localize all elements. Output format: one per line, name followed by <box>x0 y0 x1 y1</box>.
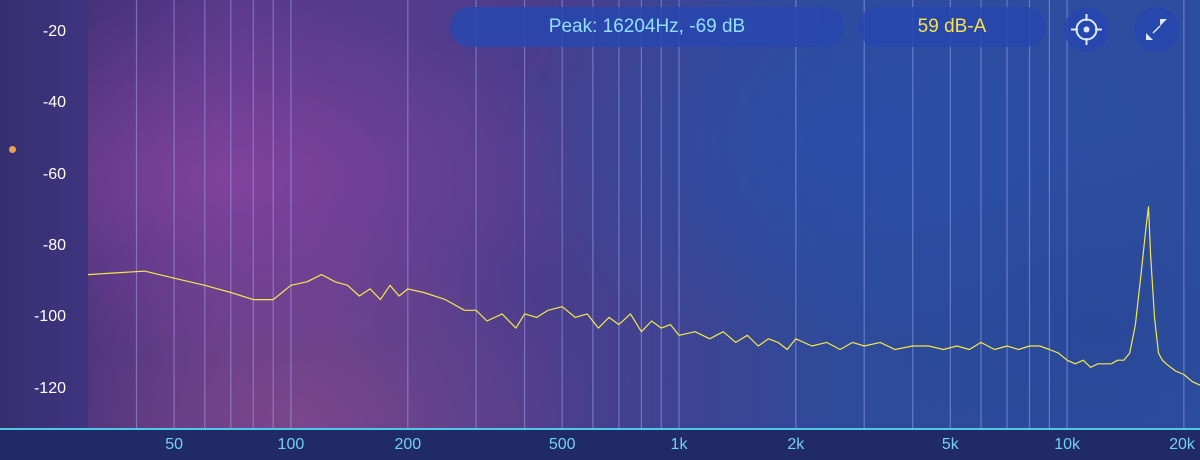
target-button[interactable] <box>1064 7 1109 52</box>
y-axis-gutter <box>0 0 88 428</box>
x-tick-label: 500 <box>548 436 576 453</box>
crosshair-icon <box>1071 14 1102 45</box>
x-tick-label: 50 <box>165 436 183 453</box>
x-tick-label: 5k <box>941 436 959 453</box>
level-marker-dot[interactable] <box>9 146 16 153</box>
peak-readout[interactable]: Peak: 16204Hz, -69 dB <box>450 7 844 47</box>
x-axis-bar <box>0 428 1200 460</box>
y-tick-label: -40 <box>42 94 66 112</box>
y-tick-label: -20 <box>42 23 66 41</box>
level-readout[interactable]: 59 dB-A <box>858 7 1046 47</box>
y-tick-label: -100 <box>33 308 66 326</box>
frequency-grid <box>135 0 1185 428</box>
collapse-button[interactable] <box>1134 7 1179 52</box>
collapse-icon <box>1146 19 1167 40</box>
x-tick-label: 1k <box>670 436 688 453</box>
level-readout-text: 59 dB-A <box>917 16 987 37</box>
x-tick-label: 10k <box>1054 436 1080 453</box>
x-tick-label: 200 <box>394 436 422 453</box>
spectrum-trace <box>87 206 1200 386</box>
y-tick-label: -120 <box>33 379 66 397</box>
y-tick-label: -80 <box>42 237 66 255</box>
y-tick-label: -60 <box>42 165 66 183</box>
x-tick-label: 20k <box>1169 436 1195 453</box>
x-tick-label: 100 <box>277 436 305 453</box>
x-tick-label: 2k <box>787 436 805 453</box>
peak-readout-text: Peak: 16204Hz, -69 dB <box>548 16 746 37</box>
